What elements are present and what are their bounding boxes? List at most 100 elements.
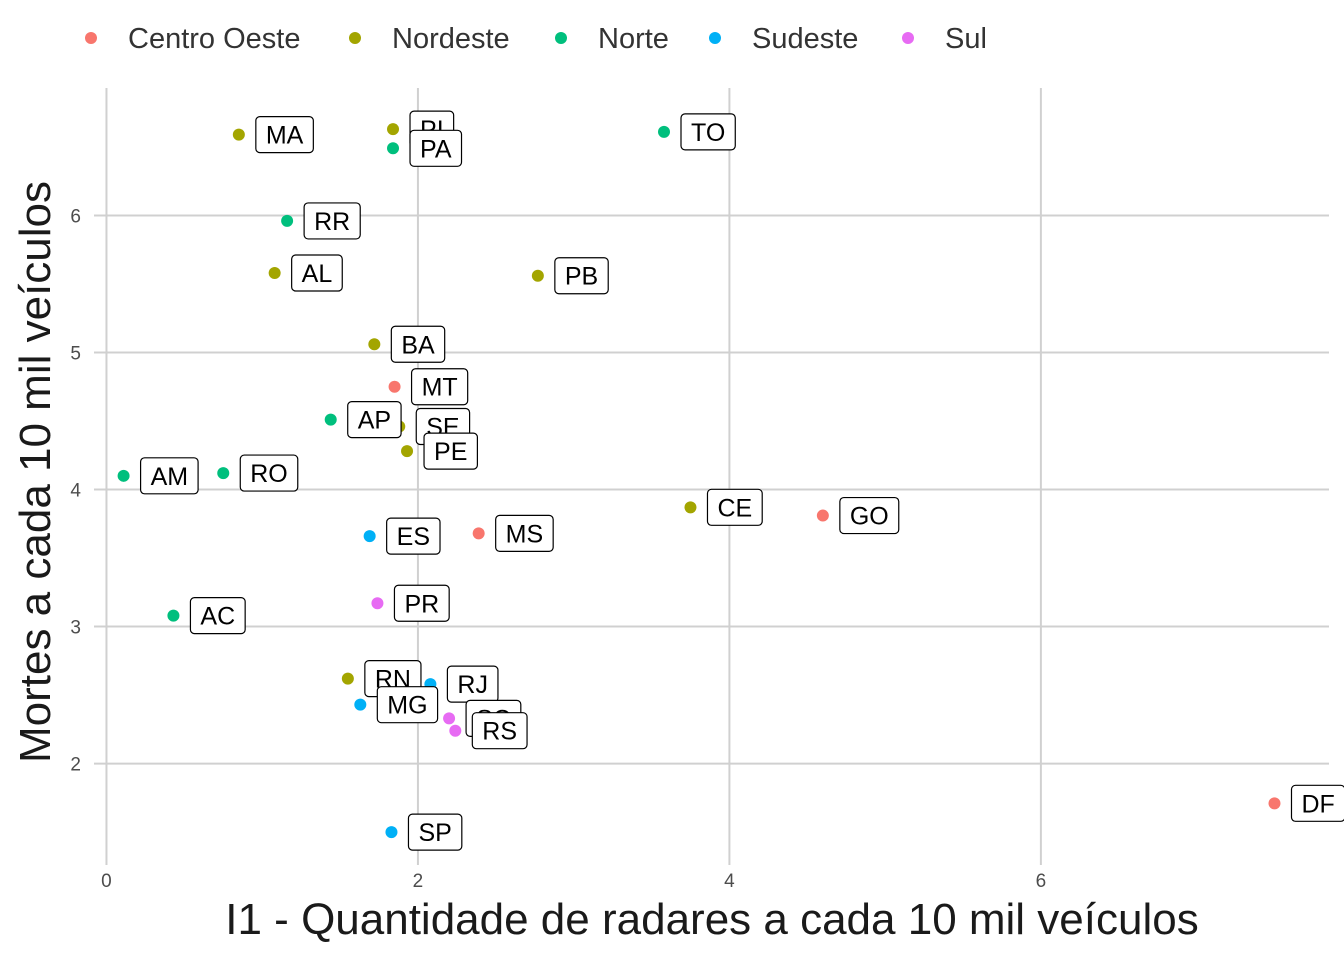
point-label-sp: SP (407, 813, 463, 851)
y-tick-label: 2 (70, 755, 81, 776)
point-label-mg: MG (376, 686, 439, 724)
point-label-text: ES (397, 523, 430, 551)
y-axis-title: Mortes a cada 10 mil veículos (11, 181, 60, 763)
point-label-text: AP (358, 407, 391, 435)
point-label-rr: RR (303, 202, 361, 240)
ticks-layer: 0 2 4 6 2 3 4 5 6 (70, 206, 1046, 892)
legend-label: Sul (945, 23, 987, 55)
point-label-box (139, 457, 199, 495)
point-label-box (386, 517, 441, 555)
point-label-go: GO (839, 496, 900, 535)
data-point-sp (385, 826, 398, 839)
data-point-mg (354, 698, 367, 711)
point-label-rj: RJ (446, 665, 499, 703)
data-point-sc (443, 712, 456, 725)
y-tick-label: 6 (70, 206, 81, 227)
x-tick-label: 0 (101, 871, 112, 892)
point-label-ap: AP (347, 401, 402, 439)
legend-key (709, 32, 721, 44)
point-label-box (839, 496, 900, 535)
data-point-rr (281, 214, 294, 227)
legend-label: Nordeste (392, 23, 510, 55)
legend-key (902, 32, 914, 44)
point-label-text: PA (420, 135, 452, 163)
point-label-text: RR (314, 208, 350, 236)
point-label-text: MS (506, 520, 544, 548)
point-label-box (407, 813, 463, 851)
point-label-box (303, 202, 361, 240)
point-label-ce: CE (706, 488, 763, 526)
data-point-ap (324, 413, 337, 426)
point-label-text: CE (717, 494, 752, 522)
legend-item: Centro Oeste (85, 23, 300, 55)
y-tick-label: 3 (70, 618, 81, 639)
point-label-text: AL (302, 260, 333, 288)
point-label-box (554, 257, 609, 295)
point-label-box (393, 584, 450, 622)
legend: Centro Oeste Nordeste Norte Sudeste Sul (85, 23, 987, 55)
data-point-pa (387, 142, 400, 155)
data-point-mt (388, 380, 401, 393)
point-label-box (347, 401, 402, 439)
point-label-text: SP (418, 819, 451, 847)
data-point-ba (368, 338, 381, 351)
data-point-al (268, 267, 281, 279)
point-label-df: DF (1290, 784, 1344, 822)
point-label-text: PR (404, 590, 439, 618)
legend-key (85, 32, 97, 44)
data-point-pr (371, 597, 384, 610)
point-label-box (239, 454, 299, 492)
x-axis-title: I1 - Quantidade de radares a cada 10 mil… (225, 895, 1198, 944)
point-label-mt: MT (410, 368, 469, 406)
point-label-ac: AC (189, 596, 246, 635)
legend-label: Centro Oeste (128, 23, 300, 55)
legend-item: Nordeste (349, 23, 510, 55)
point-label-text: DF (1301, 790, 1334, 818)
point-label-text: TO (691, 119, 725, 147)
y-tick-label: 5 (70, 343, 81, 364)
data-point-pi (387, 123, 400, 136)
point-label-pb: PB (554, 257, 609, 295)
data-point-ma (232, 128, 245, 141)
point-label-text: MT (422, 374, 458, 402)
grid (94, 88, 1329, 865)
data-point-pe (401, 445, 414, 458)
point-label-text: AC (200, 603, 235, 631)
points-layer (117, 123, 1281, 839)
x-tick-label: 6 (1036, 871, 1047, 892)
legend-item: Norte (555, 23, 669, 55)
point-label-pa: PA (409, 129, 463, 167)
point-label-pe: PE (423, 432, 478, 470)
point-label-box (495, 514, 554, 552)
point-label-ba: BA (390, 325, 446, 363)
data-point-am (117, 469, 130, 482)
point-label-am: AM (139, 457, 199, 495)
point-label-al: AL (291, 254, 343, 292)
legend-key (555, 32, 567, 44)
data-point-rs (449, 724, 462, 737)
point-label-text: RJ (457, 671, 488, 699)
data-point-rn (341, 672, 354, 685)
point-label-box (471, 712, 528, 750)
point-label-text: GO (850, 503, 889, 531)
data-point-es (363, 530, 376, 543)
point-label-box (376, 686, 439, 724)
point-label-to: TO (680, 113, 736, 151)
data-point-go (816, 509, 829, 522)
legend-label: Sudeste (752, 23, 858, 55)
point-label-box (410, 368, 469, 406)
point-label-box (423, 432, 478, 470)
data-point-ce (684, 501, 697, 514)
point-label-text: RO (250, 460, 288, 488)
point-label-box (291, 254, 343, 292)
point-label-box (390, 325, 446, 363)
data-point-ro (217, 467, 230, 480)
data-point-ms (472, 527, 485, 540)
point-label-box (706, 488, 763, 526)
point-label-text: RS (482, 718, 517, 746)
data-point-pb (531, 269, 544, 282)
legend-key (349, 32, 361, 44)
data-point-to (658, 125, 670, 138)
